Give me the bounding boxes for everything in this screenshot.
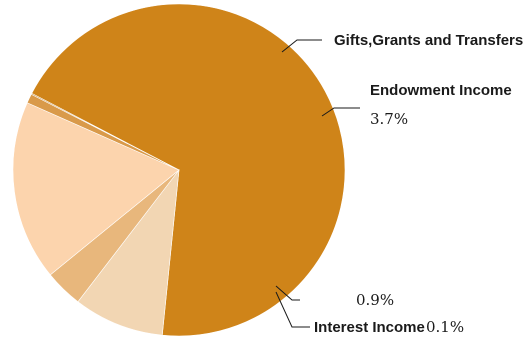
label-interest-percent: 0.1% [426, 318, 464, 336]
leader-line-point-nine [275, 285, 300, 301]
pie-slices [12, 3, 346, 337]
pie-slice-1 [77, 168, 180, 336]
label-gifts-grants-transfers: Gifts,Grants and Transfers [334, 32, 523, 49]
label-interest-income: Interest Income [314, 319, 425, 336]
leader-line-gifts [281, 39, 322, 53]
label-endowment-income: Endowment Income [370, 82, 512, 99]
leader-line-interest [275, 291, 310, 328]
leader-line-endowment [321, 107, 360, 117]
pie-slice-3 [12, 102, 180, 276]
label-point-nine-percent: 0.9% [356, 291, 394, 309]
pie-slice-5 [30, 92, 180, 171]
label-endowment-percent: 3.7% [370, 110, 408, 128]
pie-slice-0 [31, 3, 346, 337]
